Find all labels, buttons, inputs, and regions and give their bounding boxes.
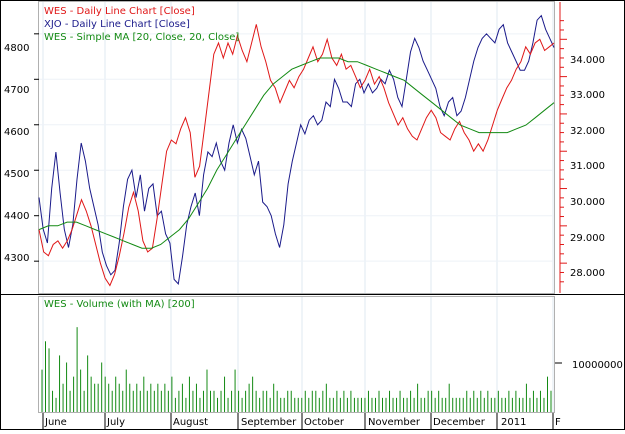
volume-panel-title: WES - Volume (with MA) [200] [44, 299, 195, 310]
month-label: September [241, 417, 297, 428]
right-tick-label: 30.000 [570, 197, 605, 208]
volume-bars [41, 327, 552, 412]
month-label: November [368, 417, 421, 428]
month-label: August [173, 417, 208, 428]
month-label: July [106, 417, 125, 428]
month-label: December [433, 417, 486, 428]
left-tick-label: 4800 [4, 43, 29, 54]
left-tick-label: 4600 [4, 127, 29, 138]
right-tick-label: 32.000 [570, 126, 605, 137]
month-label: June [44, 417, 67, 428]
legend-wes-ma: WES - Simple MA [20, Close, 20, Close] [44, 32, 239, 43]
legend-xjo-close: XJO - Daily Line Chart [Close] [44, 19, 190, 30]
month-label: F [555, 417, 561, 428]
right-tick-label: 28.000 [570, 268, 605, 279]
left-tick-label: 4500 [4, 169, 29, 180]
right-tick-label: 31.000 [570, 161, 605, 172]
right-tick-label: 33.000 [570, 90, 605, 101]
right-tick-label: 29.000 [570, 233, 605, 244]
series-layer [38, 14, 555, 287]
right-tick-label: 34.000 [570, 55, 605, 66]
volume-tick-label: 10000000 [572, 360, 623, 371]
series-line [38, 14, 555, 285]
month-label: 2011 [501, 417, 526, 428]
axes [34, 2, 567, 429]
legend-wes-close: WES - Daily Line Chart [Close] [44, 6, 195, 17]
left-tick-label: 4300 [4, 253, 29, 264]
price-plot-area[interactable] [38, 1, 555, 294]
month-label: October [304, 417, 345, 428]
series-line [38, 57, 555, 249]
left-tick-label: 4700 [4, 85, 29, 96]
gridlines [39, 2, 554, 412]
volume-plot-area[interactable] [38, 296, 555, 413]
left-tick-label: 4400 [4, 211, 29, 222]
series-line [38, 24, 555, 287]
